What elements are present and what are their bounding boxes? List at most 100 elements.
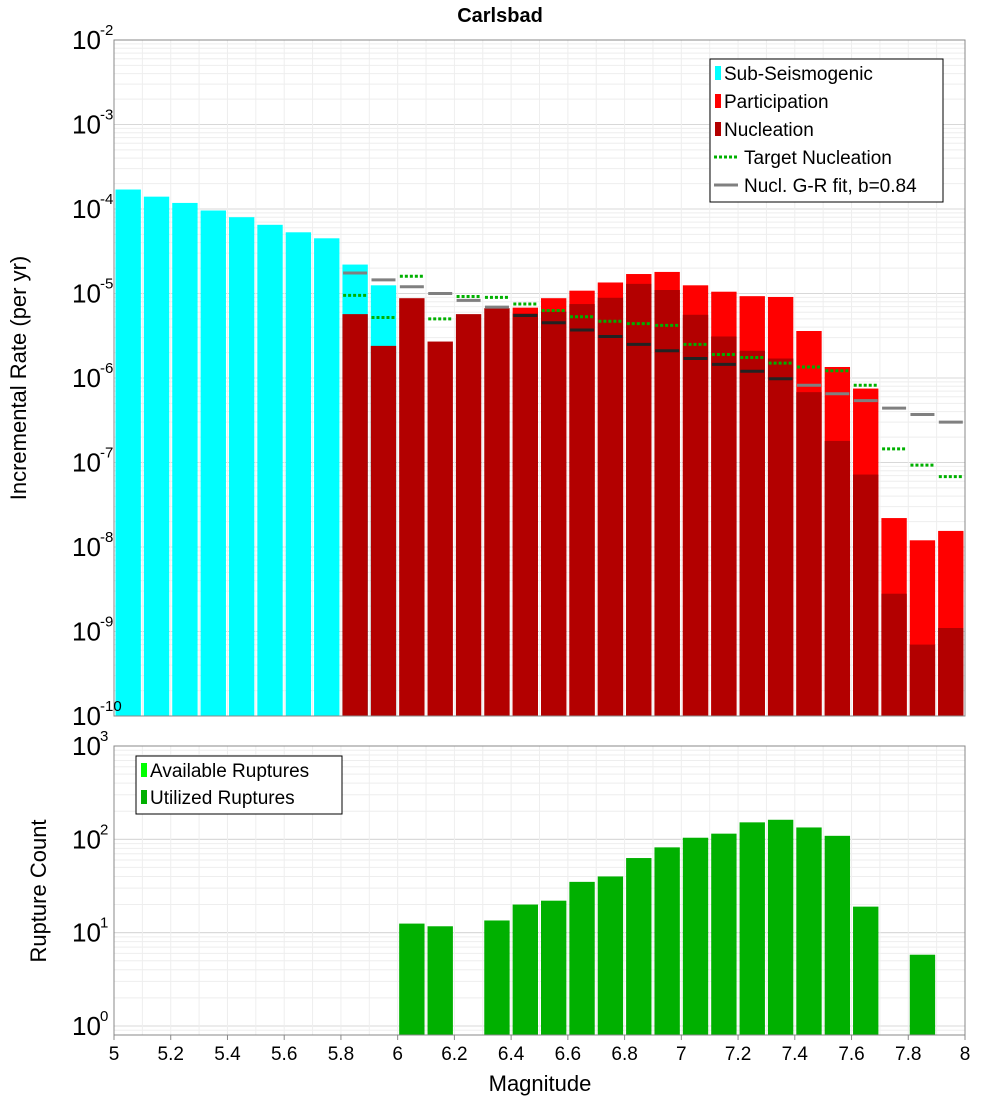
sub-seismogenic-bar: [115, 189, 141, 716]
legend-label: Nucl. G-R fit, b=0.84: [744, 176, 917, 197]
y-tick-exponent: -5: [100, 276, 113, 293]
nucleation-bar: [427, 341, 453, 716]
nucleation-bar: [881, 593, 907, 716]
bottom-plot-frame: [113, 745, 966, 1036]
bottom-plot-bars: [399, 819, 936, 1035]
x-tick-label: 7.8: [895, 1044, 921, 1065]
nucleation-bar: [796, 392, 822, 716]
utilized-ruptures-bar: [711, 833, 737, 1035]
x-tick-label: 7: [676, 1044, 687, 1065]
utilized-ruptures-bar: [427, 926, 453, 1035]
x-tick-label: 6.2: [441, 1044, 467, 1065]
nucleation-bar: [370, 345, 397, 716]
legend-swatch: [141, 763, 147, 777]
y-tick-label: 10: [72, 824, 101, 854]
top-plot-line-series: [343, 271, 963, 479]
utilized-ruptures-bar: [597, 876, 624, 1035]
bottom-plot-legend: Available Ruptures Utilized Ruptures: [135, 755, 343, 815]
y-tick-label: 10: [72, 363, 101, 393]
nucleation-bar: [711, 336, 737, 716]
x-tick-label: 7.4: [782, 1044, 809, 1065]
nucleation-bar: [682, 314, 709, 716]
nucleation-bar: [541, 311, 567, 716]
legend-swatch: [715, 94, 721, 108]
y-tick-label: 10: [72, 731, 101, 761]
nucleation-bar: [654, 290, 680, 716]
y-tick-exponent: -4: [100, 191, 113, 208]
nucleation-bar: [342, 314, 368, 716]
y-tick-exponent: -7: [100, 445, 113, 462]
utilized-ruptures-bar: [682, 837, 709, 1035]
sub-seismogenic-bar: [200, 210, 226, 716]
nucleation-bar: [824, 440, 851, 716]
sub-seismogenic-bar: [143, 196, 170, 717]
legend-label: Available Ruptures: [150, 761, 309, 782]
nucleation-bar: [512, 313, 538, 716]
utilized-ruptures-bar: [569, 881, 595, 1035]
x-tick-label: 5.8: [328, 1044, 354, 1065]
x-axis-label: Magnitude: [489, 1071, 592, 1096]
legend-box: [709, 58, 944, 203]
top-y-axis-label: Incremental Rate (per yr): [6, 256, 31, 501]
sub-seismogenic-bar: [285, 232, 312, 716]
nucleation-bar: [909, 644, 936, 716]
nucleation-bar: [626, 283, 652, 716]
y-tick-exponent: -8: [100, 529, 113, 546]
nucleation-bar: [399, 298, 425, 716]
nucleation-bar: [484, 308, 510, 716]
top-plot-legend: Sub-Seismogenic Participation Nucleation Ta…: [709, 58, 944, 203]
utilized-ruptures-bar: [484, 920, 510, 1035]
utilized-ruptures-bar: [512, 904, 538, 1035]
y-tick-exponent: 1: [100, 915, 108, 932]
y-tick-exponent: -3: [100, 107, 113, 124]
utilized-ruptures-bar: [654, 847, 680, 1035]
y-tick-exponent: -6: [100, 360, 113, 377]
nucleation-bar: [853, 474, 879, 716]
legend-swatch: [715, 66, 721, 80]
y-tick-label: 10: [72, 701, 101, 731]
nucleation-bar: [938, 628, 964, 716]
legend-label: Utilized Ruptures: [150, 788, 295, 809]
utilized-ruptures-bar: [626, 858, 652, 1035]
utilized-ruptures-bar: [853, 906, 879, 1035]
x-tick-label: 6: [392, 1044, 403, 1065]
bottom-y-axis-label: Rupture Count: [26, 819, 51, 962]
y-tick-label: 10: [72, 110, 101, 140]
top-plot-bars: [115, 189, 964, 717]
utilized-ruptures-bar: [399, 923, 425, 1035]
y-tick-label: 10: [72, 532, 101, 562]
x-tick-label: 6.4: [498, 1044, 525, 1065]
nucleation-bar: [767, 358, 794, 716]
nucleation-bar: [597, 297, 624, 716]
y-tick-exponent: -10: [100, 698, 122, 715]
x-tick-label: 5.6: [271, 1044, 297, 1065]
x-tick-label: 7.6: [838, 1044, 864, 1065]
legend-swatch: [715, 122, 721, 136]
utilized-ruptures-bar: [909, 954, 936, 1035]
legend-label: Nucleation: [724, 120, 814, 141]
legend-label: Sub-Seismogenic: [724, 64, 873, 85]
y-tick-label: 10: [72, 25, 101, 55]
x-tick-label: 5: [109, 1044, 120, 1065]
y-tick-exponent: 0: [100, 1008, 108, 1025]
legend-label: Target Nucleation: [744, 148, 892, 169]
utilized-ruptures-bar: [739, 822, 765, 1035]
utilized-ruptures-bar: [796, 827, 822, 1035]
x-tick-label: 6.6: [555, 1044, 581, 1065]
nucleation-bar: [455, 314, 482, 716]
top-plot-gridlines: [113, 39, 966, 717]
sub-seismogenic-bar: [228, 217, 255, 716]
utilized-ruptures-bar: [824, 835, 851, 1035]
chart-title: Carlsbad: [457, 5, 543, 27]
utilized-ruptures-bar: [767, 819, 794, 1035]
sub-seismogenic-bar: [172, 202, 198, 716]
legend-label: Participation: [724, 92, 829, 113]
y-tick-label: 10: [72, 448, 101, 478]
y-tick-exponent: -9: [100, 614, 113, 631]
y-tick-exponent: 2: [100, 821, 108, 838]
